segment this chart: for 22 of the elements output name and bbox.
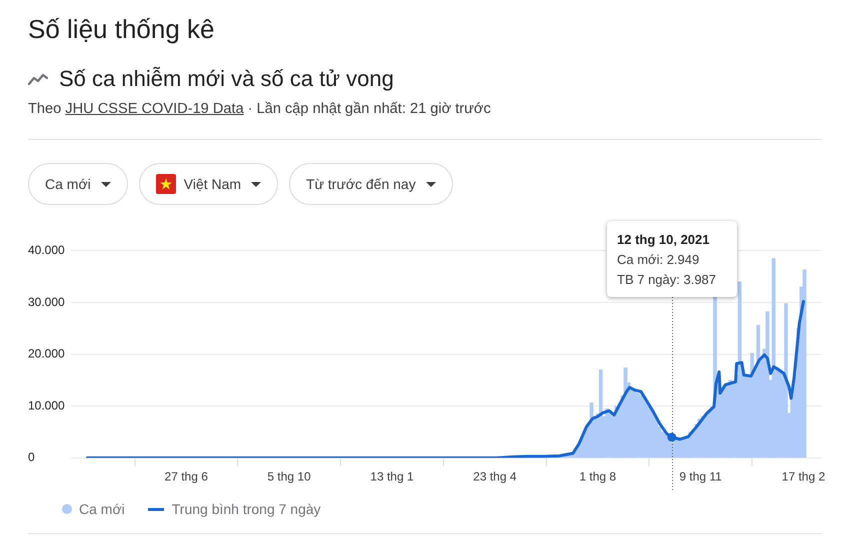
y-tick-label: 10.000 <box>28 398 66 412</box>
annotation: Ca mới: 2.949 <box>617 251 700 269</box>
legend-label: Trung bình trong 7 ngày <box>172 501 321 517</box>
y-tick-label: 40.000 <box>28 243 66 258</box>
y-tick-label: 20.000 <box>28 346 66 361</box>
text: JHU CSSE COVID-19 Data <box>65 101 244 117</box>
chart-title: Số liệu thống kê <box>28 13 214 45</box>
legend-label: Ca mới <box>79 501 125 517</box>
x-tick-label: 17 thg 2 <box>782 469 826 484</box>
x-tick-label: 23 thg 4 <box>473 469 517 484</box>
x-tick-label: 1 thg 8 <box>579 469 616 484</box>
text: Theo <box>28 101 62 117</box>
y-tick-label: 0 <box>28 450 35 464</box>
tooltip: 12 thg 10, 2021 Ca mới: 2.949 TB 7 ngày: 3.987 <box>607 221 737 297</box>
x-tick-label: 5 thg 10 <box>267 469 312 484</box>
x-tick-label: 27 thg 6 <box>164 469 208 484</box>
x-tick-label: 13 thg 1 <box>370 469 414 484</box>
annotation: TB 7 ngày: 3.987 <box>617 271 718 289</box>
y-tick-label: 30.000 <box>28 294 66 309</box>
text: · Lần cập nhật gần nhất: 21 giờ trước <box>248 101 491 117</box>
chart-subtitle: Số ca nhiễm mới và số ca tử vong <box>59 65 394 93</box>
x-tick-label: 9 thg 11 <box>679 469 722 484</box>
